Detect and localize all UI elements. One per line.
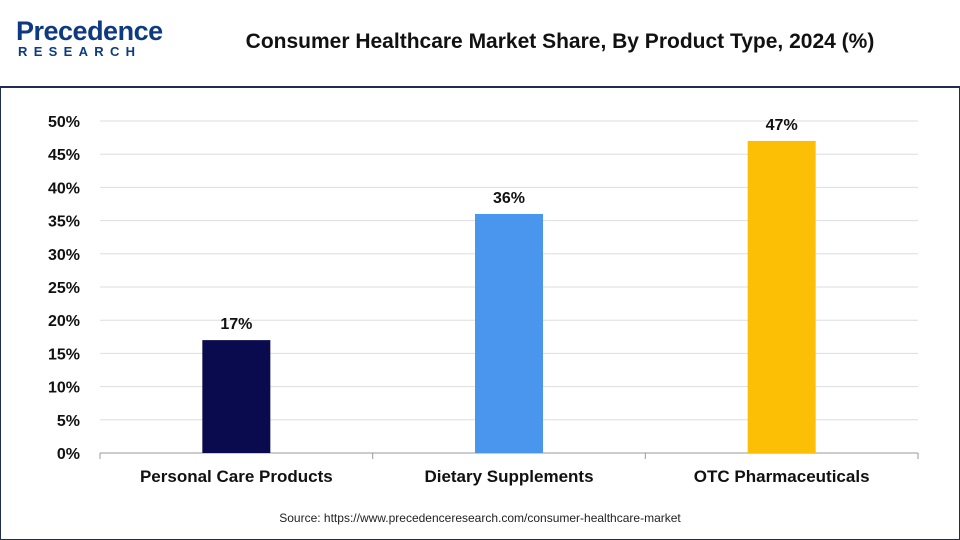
x-tick-label: OTC Pharmaceuticals [694, 467, 870, 486]
y-tick-label: 45% [48, 147, 80, 164]
y-tick-label: 10% [48, 380, 80, 397]
y-tick-label: 20% [48, 313, 80, 330]
data-label: 47% [766, 117, 798, 134]
y-tick-label: 15% [48, 346, 80, 363]
brand-logo: Precedence RESEARCH [16, 16, 166, 66]
y-tick-label: 50% [48, 114, 80, 131]
header: Precedence RESEARCH Consumer Healthcare … [0, 0, 960, 86]
data-label: 36% [493, 190, 525, 207]
bar [475, 213, 543, 453]
y-tick-label: 40% [48, 180, 80, 197]
y-tick-label: 30% [48, 247, 80, 264]
logo-sub-text: RESEARCH [18, 44, 142, 59]
source-note: Source: https://www.precedenceresearch.c… [279, 511, 681, 525]
y-tick-label: 25% [48, 280, 80, 297]
header-divider [0, 86, 960, 88]
bar [202, 340, 271, 453]
x-tick-label: Dietary Supplements [424, 467, 593, 486]
y-tick-label: 0% [57, 446, 80, 463]
y-tick-label: 5% [57, 413, 80, 430]
logo-main-text: Precedence [16, 16, 163, 46]
y-tick-label: 35% [48, 214, 80, 231]
chart-title: Consumer Healthcare Market Share, By Pro… [245, 30, 875, 53]
data-label: 17% [220, 316, 252, 333]
x-tick-label: Personal Care Products [140, 467, 333, 486]
bar [747, 140, 816, 454]
